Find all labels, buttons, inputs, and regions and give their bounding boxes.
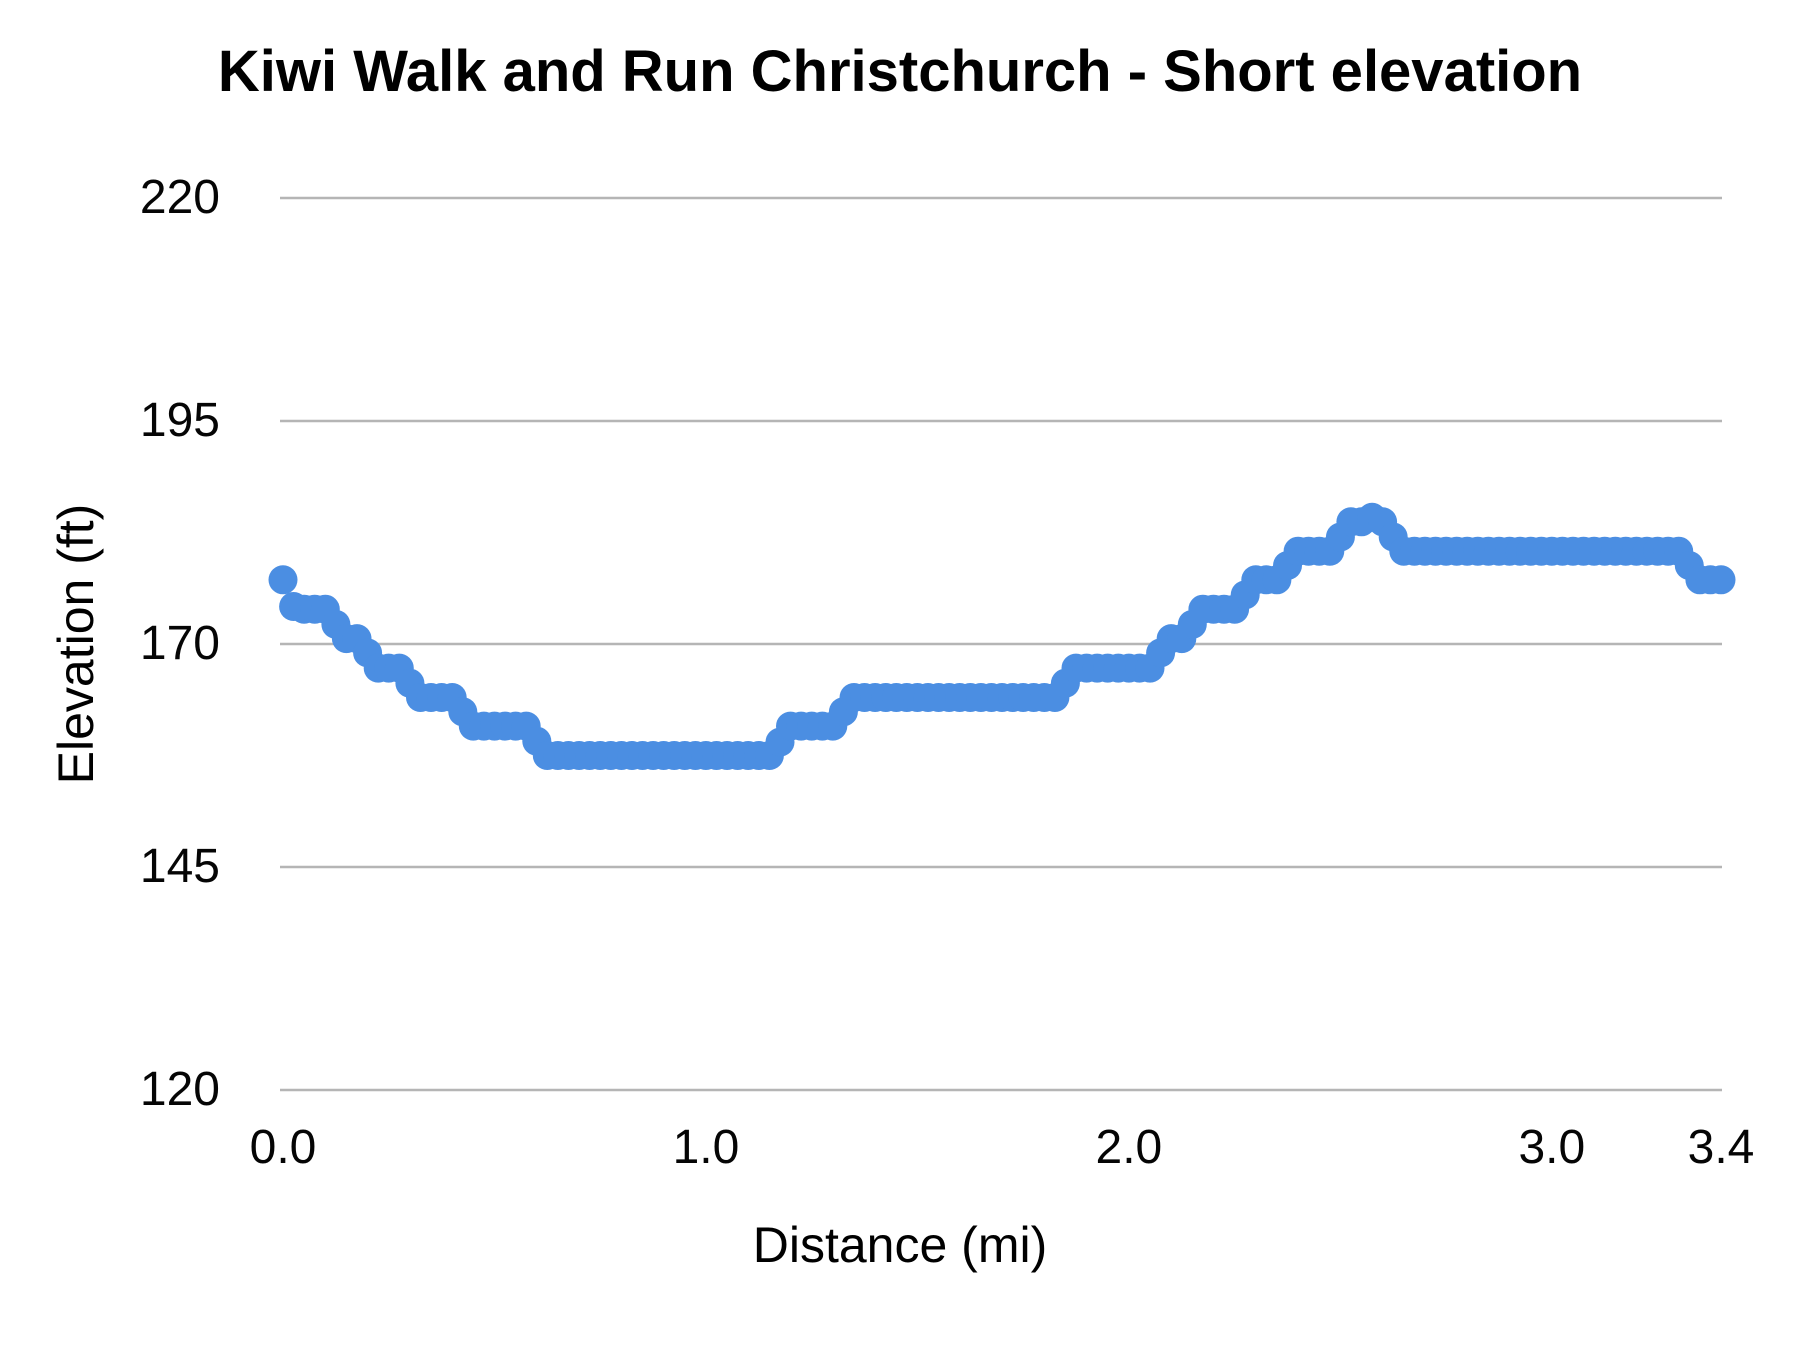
y-tick-145: 145	[139, 840, 220, 893]
y-tick-120: 120	[139, 1063, 220, 1116]
x-tick-3.0: 3.0	[1518, 1121, 1586, 1174]
y-tick-195: 195	[139, 394, 220, 447]
chart-title: Kiwi Walk and Run Christchurch - Short e…	[217, 39, 1583, 104]
y-tick-170: 170	[139, 617, 220, 670]
x-tick-2.0: 2.0	[1095, 1121, 1163, 1174]
gridlines	[280, 196, 1722, 1092]
data-point[interactable]	[1706, 565, 1736, 595]
x-tick-0.0: 0.0	[249, 1121, 317, 1174]
elevation-series	[268, 502, 1736, 770]
x-tick-3.4: 3.4	[1687, 1121, 1755, 1174]
y-tick-220: 220	[139, 171, 220, 224]
x-tick-1.0: 1.0	[672, 1121, 740, 1174]
x-axis-title: Distance (mi)	[752, 1217, 1048, 1273]
data-point[interactable]	[268, 565, 298, 595]
